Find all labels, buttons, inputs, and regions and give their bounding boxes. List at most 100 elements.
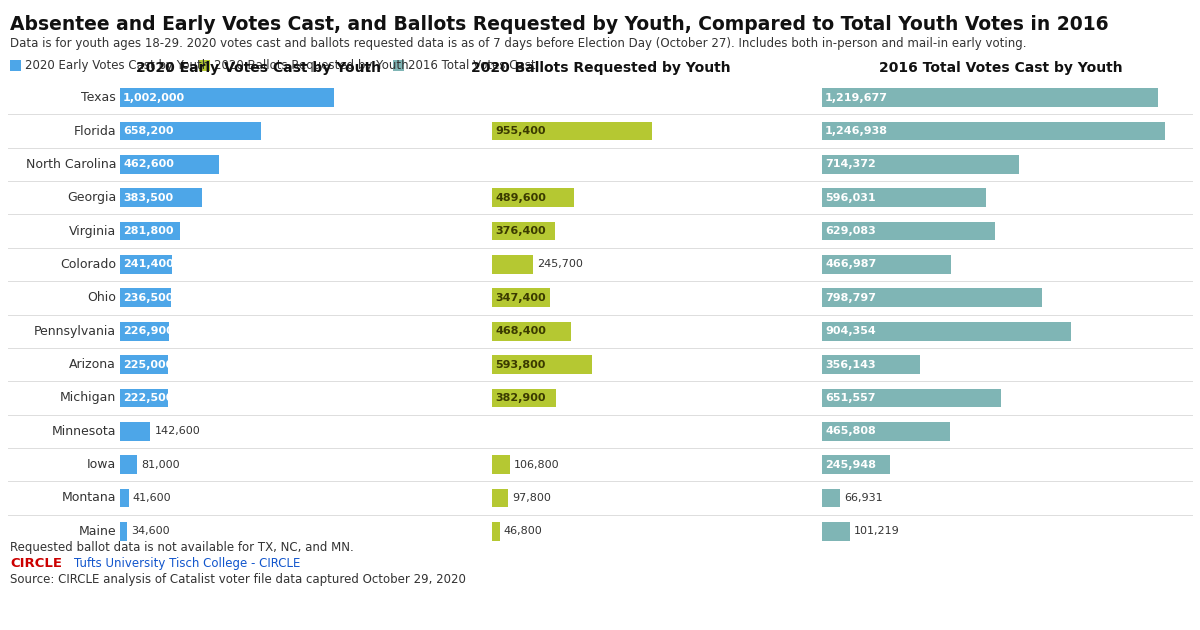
Text: 66,931: 66,931 [845,493,883,503]
FancyBboxPatch shape [492,188,574,207]
FancyBboxPatch shape [120,222,180,241]
FancyBboxPatch shape [120,489,128,507]
Text: Ohio: Ohio [88,291,116,304]
FancyBboxPatch shape [492,122,653,140]
Text: 468,400: 468,400 [496,326,546,336]
Text: Iowa: Iowa [86,458,116,471]
Text: 955,400: 955,400 [496,126,546,136]
FancyBboxPatch shape [120,155,218,174]
Text: 798,797: 798,797 [826,293,876,303]
Text: Minnesota: Minnesota [52,425,116,438]
FancyBboxPatch shape [120,322,168,341]
Text: 81,000: 81,000 [142,460,180,469]
Text: Montana: Montana [61,491,116,505]
Text: 462,600: 462,600 [124,159,174,169]
FancyBboxPatch shape [822,289,1042,307]
Text: 101,219: 101,219 [854,526,900,536]
FancyBboxPatch shape [822,422,950,440]
Text: 593,800: 593,800 [496,360,545,370]
FancyBboxPatch shape [120,355,168,374]
FancyBboxPatch shape [10,60,22,71]
FancyBboxPatch shape [120,522,127,541]
Text: 1,219,677: 1,219,677 [826,93,888,103]
Text: 1,246,938: 1,246,938 [826,126,888,136]
FancyBboxPatch shape [120,255,172,274]
Text: 658,200: 658,200 [124,126,174,136]
FancyBboxPatch shape [492,489,509,507]
Text: Pennsylvania: Pennsylvania [34,324,116,338]
FancyBboxPatch shape [120,389,168,407]
Text: Requested ballot data is not available for TX, NC, and MN.: Requested ballot data is not available f… [10,541,354,554]
FancyBboxPatch shape [822,188,986,207]
Text: 2020 Early Votes Cast by Youth: 2020 Early Votes Cast by Youth [137,61,382,75]
FancyBboxPatch shape [394,60,404,71]
Text: 2020 Ballots Requested by Youth: 2020 Ballots Requested by Youth [214,59,409,72]
FancyBboxPatch shape [120,188,202,207]
Text: 2016 Total Votes Cast: 2016 Total Votes Cast [408,59,536,72]
Text: 714,372: 714,372 [826,159,876,169]
FancyBboxPatch shape [492,389,557,407]
Text: 225,000: 225,000 [124,360,173,370]
FancyBboxPatch shape [120,88,335,107]
FancyBboxPatch shape [492,322,570,341]
FancyBboxPatch shape [492,289,551,307]
Text: 97,800: 97,800 [512,493,551,503]
FancyBboxPatch shape [822,155,1019,174]
FancyBboxPatch shape [822,322,1072,341]
Text: 356,143: 356,143 [826,360,876,370]
Text: Absentee and Early Votes Cast, and Ballots Requested by Youth, Compared to Total: Absentee and Early Votes Cast, and Ballo… [10,15,1109,34]
FancyBboxPatch shape [822,88,1158,107]
Text: Colorado: Colorado [60,258,116,271]
Text: 382,900: 382,900 [496,393,546,403]
Text: 142,600: 142,600 [155,427,200,436]
Text: Arizona: Arizona [70,358,116,371]
FancyBboxPatch shape [120,422,150,440]
FancyBboxPatch shape [120,455,137,474]
Text: 651,557: 651,557 [826,393,876,403]
Text: 465,808: 465,808 [826,427,876,436]
Text: North Carolina: North Carolina [25,158,116,171]
Text: 489,600: 489,600 [496,193,546,203]
Text: 347,400: 347,400 [496,293,546,303]
FancyBboxPatch shape [822,122,1165,140]
Text: Georgia: Georgia [67,192,116,204]
Text: 34,600: 34,600 [131,526,170,536]
Text: 245,948: 245,948 [826,460,876,469]
FancyBboxPatch shape [199,60,210,71]
FancyBboxPatch shape [492,522,500,541]
Text: 2020 Early Votes Cast by Youth: 2020 Early Votes Cast by Youth [25,59,209,72]
FancyBboxPatch shape [822,455,889,474]
FancyBboxPatch shape [120,122,260,140]
Text: Maine: Maine [78,525,116,538]
Text: 281,800: 281,800 [124,226,174,236]
FancyBboxPatch shape [822,355,920,374]
FancyBboxPatch shape [492,255,533,274]
Text: 2020 Ballots Requested by Youth: 2020 Ballots Requested by Youth [472,61,731,75]
Text: CIRCLE: CIRCLE [10,557,62,570]
Text: 241,400: 241,400 [124,260,174,270]
FancyBboxPatch shape [822,222,995,241]
FancyBboxPatch shape [822,255,950,274]
Text: 383,500: 383,500 [124,193,173,203]
FancyBboxPatch shape [492,222,556,241]
FancyBboxPatch shape [822,489,840,507]
Text: Source: CIRCLE analysis of Catalist voter file data captured October 29, 2020: Source: CIRCLE analysis of Catalist vote… [10,573,466,586]
Text: Tufts University Tisch College - CIRCLE: Tufts University Tisch College - CIRCLE [74,557,300,570]
FancyBboxPatch shape [492,355,592,374]
FancyBboxPatch shape [822,389,1002,407]
Text: 466,987: 466,987 [826,260,876,270]
Text: Florida: Florida [73,125,116,137]
FancyBboxPatch shape [120,289,170,307]
Text: 904,354: 904,354 [826,326,876,336]
Text: 376,400: 376,400 [496,226,546,236]
Text: 46,800: 46,800 [504,526,542,536]
Text: 245,700: 245,700 [538,260,583,270]
Text: 629,083: 629,083 [826,226,876,236]
Text: 222,500: 222,500 [124,393,173,403]
Text: 1,002,000: 1,002,000 [124,93,185,103]
Text: 596,031: 596,031 [826,193,876,203]
FancyBboxPatch shape [822,522,850,541]
FancyBboxPatch shape [492,455,510,474]
Text: Data is for youth ages 18-29. 2020 votes cast and ballots requested data is as o: Data is for youth ages 18-29. 2020 votes… [10,37,1026,50]
Text: Virginia: Virginia [68,225,116,238]
